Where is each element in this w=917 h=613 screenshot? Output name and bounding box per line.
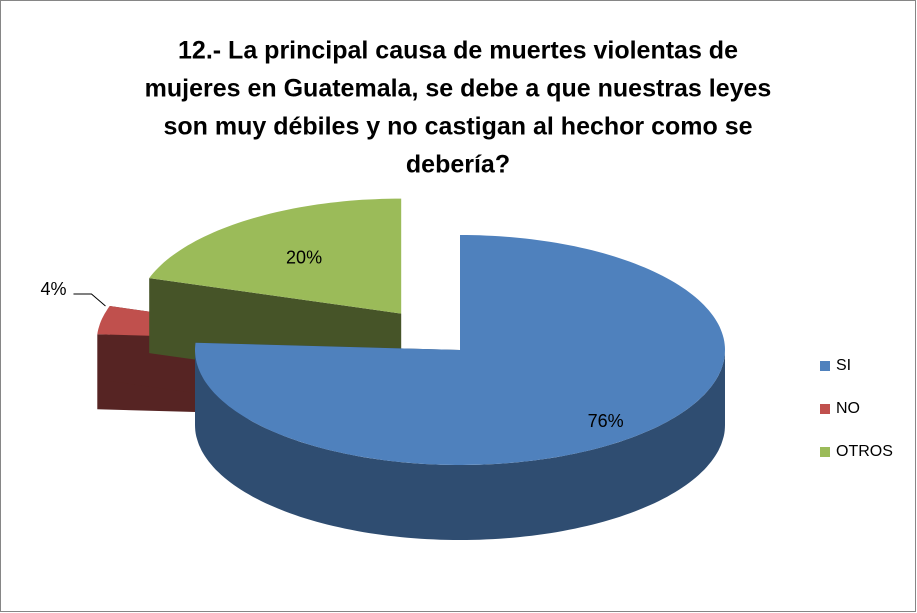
legend-label: NO xyxy=(836,400,860,417)
legend-label: OTROS xyxy=(836,443,893,460)
data-label: 4% xyxy=(40,279,66,299)
legend-swatch xyxy=(820,404,830,414)
legend-swatch xyxy=(820,447,830,457)
chart-title: debería? xyxy=(406,151,510,179)
slice xyxy=(149,198,402,314)
chart-title: mujeres en Guatemala, se debe a que nues… xyxy=(145,75,772,103)
slice-side xyxy=(195,350,725,540)
chart-title: son muy débiles y no castigan al hechor … xyxy=(163,113,752,141)
data-label: 76% xyxy=(588,411,624,431)
legend-label: SI xyxy=(836,357,851,374)
slice xyxy=(195,235,725,465)
data-label: 20% xyxy=(286,247,322,267)
leader-line xyxy=(73,293,106,307)
chart-title: 12.- La principal causa de muertes viole… xyxy=(178,37,738,65)
legend-swatch xyxy=(820,361,830,371)
